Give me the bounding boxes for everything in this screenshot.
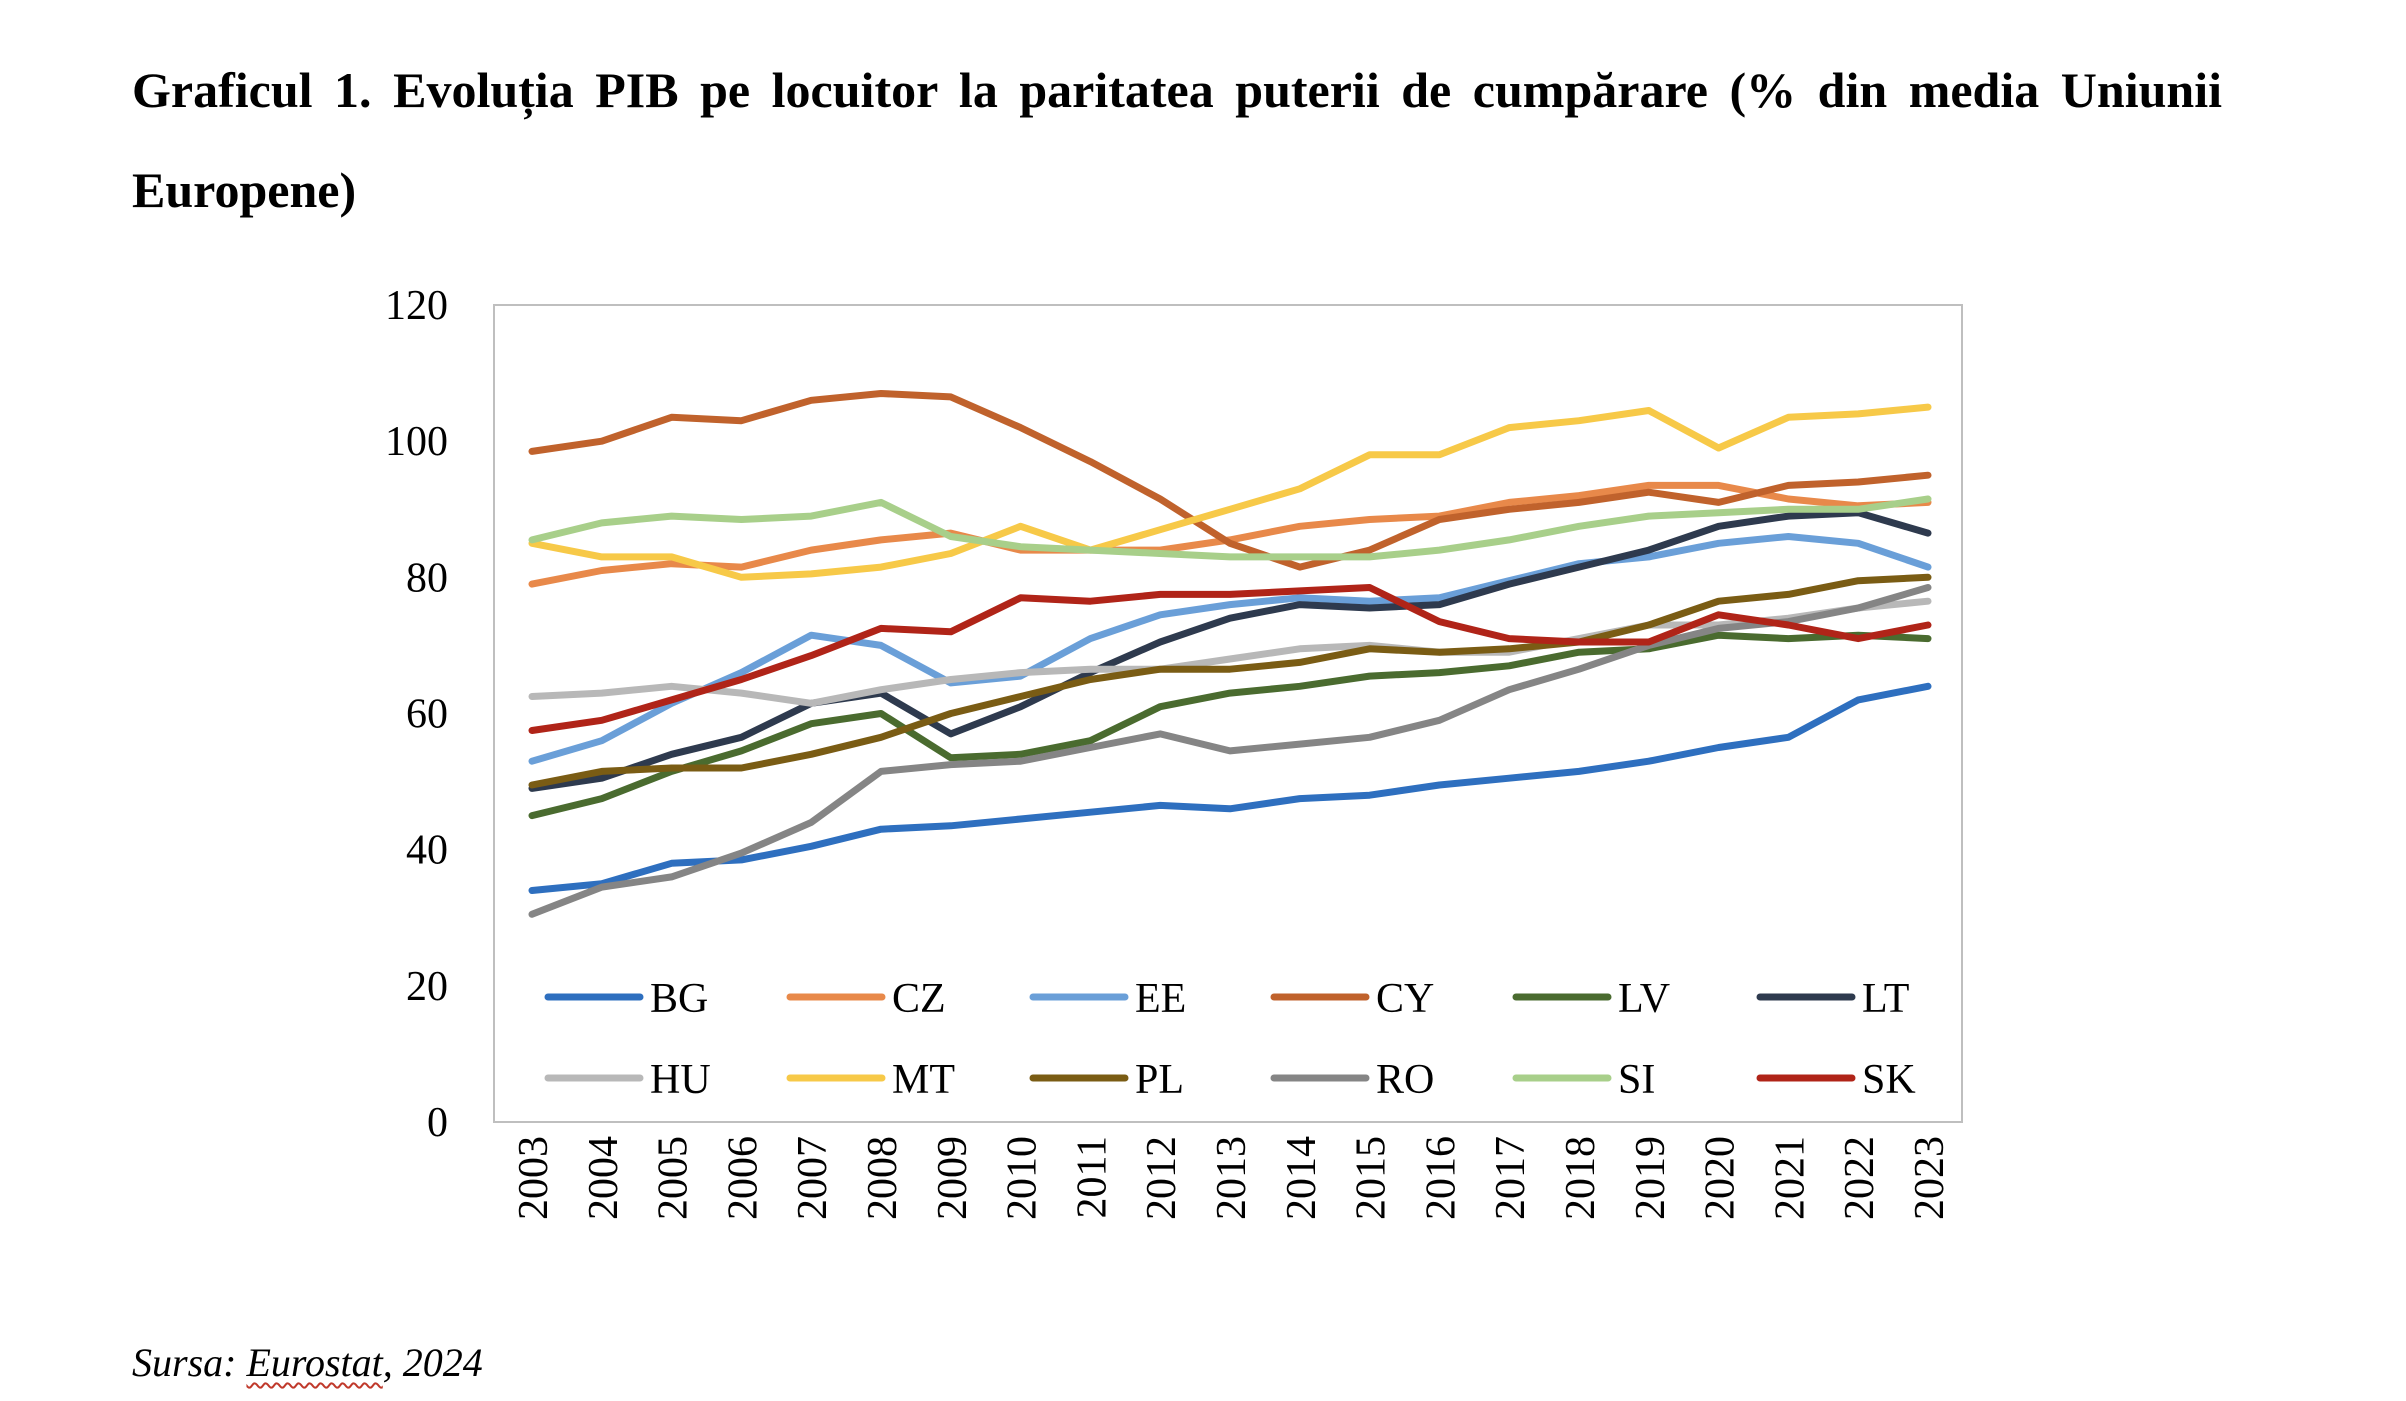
series-line-cy (528, 390, 1932, 571)
y-tick-label: 20 (406, 964, 448, 1010)
series-line-mt (528, 403, 1932, 581)
figure-title: Graficul 1. Evoluția PIB pe locuitor la … (132, 62, 2222, 218)
y-tick-label: 60 (406, 692, 448, 738)
legend-label-ee: EE (1135, 976, 1186, 1022)
x-tick-label: 2005 (651, 1136, 697, 1220)
legend-label-mt: MT (892, 1057, 955, 1103)
legend-label-cz: CZ (892, 976, 946, 1022)
source-label: Sursa: (132, 1340, 237, 1385)
x-tick-label: 2023 (1907, 1136, 1953, 1220)
x-tick-label: 2021 (1767, 1136, 1813, 1220)
series-line-lt (528, 509, 1932, 792)
legend-label-lv: LV (1618, 976, 1670, 1022)
x-tick-label: 2017 (1488, 1136, 1534, 1220)
y-tick-label: 40 (406, 828, 448, 874)
legend-label-hu: HU (650, 1057, 711, 1103)
source-note: Sursa: Eurostat, 2024 (132, 1340, 483, 1386)
source-text: Eurostat (246, 1340, 383, 1385)
legend-label-bg: BG (650, 976, 708, 1022)
series-line-ro (528, 584, 1932, 918)
series-line-ee (528, 533, 1932, 765)
x-tick-label: 2008 (860, 1136, 906, 1220)
x-tick-label: 2015 (1349, 1136, 1395, 1220)
y-tick-label: 80 (406, 555, 448, 601)
x-tick-label: 2020 (1698, 1136, 1744, 1220)
x-tick-label: 2019 (1628, 1136, 1674, 1220)
legend-label-pl: PL (1135, 1057, 1184, 1103)
x-tick-label: 2007 (790, 1136, 836, 1220)
x-tick-label: 2010 (1000, 1136, 1046, 1220)
y-tick-label: 0 (427, 1100, 448, 1146)
x-tick-label: 2004 (581, 1136, 627, 1220)
x-tick-label: 2022 (1837, 1136, 1883, 1220)
legend-label-lt: LT (1862, 976, 1909, 1022)
x-tick-label: 2016 (1418, 1136, 1464, 1220)
x-tick-label: 2011 (1069, 1136, 1115, 1218)
x-tick-label: 2006 (720, 1136, 766, 1220)
x-tick-label: 2014 (1279, 1136, 1325, 1220)
plot-area-border (493, 304, 1963, 1123)
legend-label-ro: RO (1376, 1057, 1434, 1103)
series-line-lv (528, 631, 1932, 820)
series-line-sk (528, 584, 1932, 734)
x-tick-label: 2003 (511, 1136, 557, 1220)
legend-label-sk: SK (1862, 1057, 1916, 1103)
series-line-si (528, 495, 1932, 561)
x-tick-label: 2018 (1558, 1136, 1604, 1220)
x-tick-label: 2012 (1139, 1136, 1185, 1220)
source-year: , 2024 (382, 1340, 483, 1385)
y-tick-label: 100 (385, 419, 448, 465)
legend-label-cy: CY (1376, 976, 1434, 1022)
x-tick-label: 2009 (930, 1136, 976, 1220)
series-line-bg (528, 682, 1932, 894)
y-tick-label: 120 (385, 283, 448, 329)
series-line-pl (528, 573, 1932, 789)
x-tick-label: 2013 (1209, 1136, 1255, 1220)
legend-label-si: SI (1618, 1057, 1655, 1103)
